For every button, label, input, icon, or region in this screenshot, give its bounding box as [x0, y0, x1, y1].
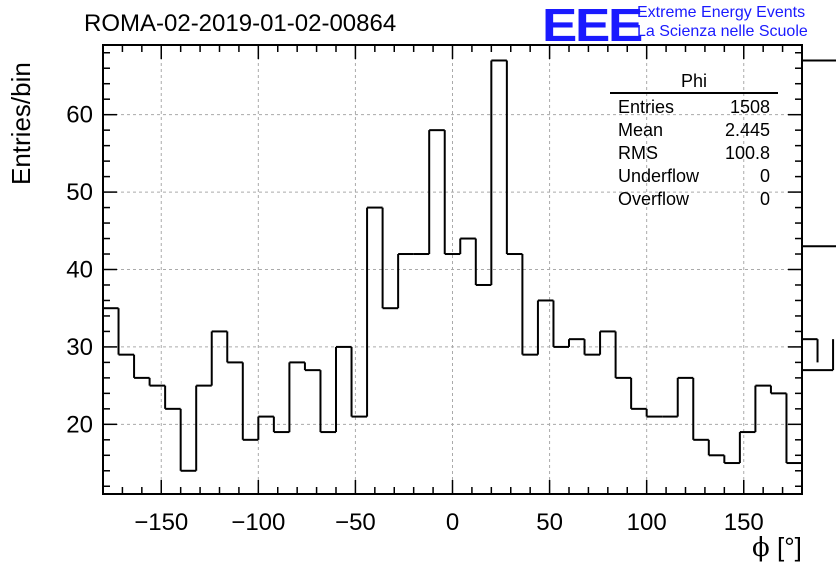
- histogram-bin: [366, 206, 383, 417]
- histogram-bin: [645, 408, 663, 418]
- histogram-bin: [303, 362, 321, 372]
- logo-caption-line2: La Scienza nelle Scuole: [637, 23, 808, 40]
- logo-caption-line1: Extreme Energy Events: [637, 4, 806, 21]
- grid-lines: [103, 45, 802, 494]
- histogram-bin: [474, 238, 492, 286]
- stats-label: Entries: [618, 97, 675, 117]
- x-tick-label: −150: [134, 509, 188, 536]
- histogram-bin: [505, 60, 523, 256]
- histogram-bin: [769, 385, 787, 395]
- histogram-bin: [536, 299, 554, 355]
- histogram-bin: [738, 431, 756, 464]
- x-axis-unit: [°]: [776, 532, 802, 562]
- stats-value: 2.445: [724, 120, 770, 140]
- histogram-bin: [319, 370, 336, 434]
- histogram-bin: [459, 237, 476, 255]
- histogram-bin: [195, 384, 212, 471]
- x-tick-label: 100: [627, 509, 667, 536]
- stats-row: Overflow 0: [612, 188, 770, 211]
- eee-logo: EEE: [542, 0, 643, 51]
- axes: [102, 44, 803, 495]
- histogram-bin: [102, 307, 119, 494]
- stats-label: Underflow: [618, 166, 700, 186]
- histogram-bin: [148, 377, 166, 387]
- histogram-bin: [723, 455, 740, 465]
- histogram-bin: [117, 308, 135, 356]
- y-axis-label: Entries/bin: [6, 62, 36, 185]
- stats-title: Phi: [680, 71, 707, 91]
- x-axis-symbol: ϕ: [752, 533, 770, 563]
- histogram-bin: [350, 346, 368, 418]
- stats-box: Phi Entries 1508 Mean 2.445 RMS 100.8 Un…: [610, 70, 778, 211]
- histogram-bin: [785, 393, 802, 465]
- histogram-bin: [802, 245, 836, 248]
- y-tick-label: 50: [66, 179, 93, 206]
- histogram-bin: [226, 331, 243, 364]
- x-tick-label: 0: [446, 509, 459, 536]
- x-tick-label: −100: [231, 509, 285, 536]
- histogram-bin: [802, 338, 819, 363]
- logo-caption: Extreme Energy Events La Scienza nelle S…: [637, 3, 808, 41]
- histogram-bin: [614, 331, 632, 379]
- stats-label: Mean: [618, 120, 664, 140]
- x-tick-label: 150: [724, 509, 764, 536]
- histogram-bin: [179, 408, 197, 472]
- histogram-bin: [568, 338, 585, 347]
- y-tick-label: 60: [66, 102, 93, 129]
- histogram-bin: [164, 385, 181, 410]
- stats-label: Overflow: [618, 189, 690, 209]
- histogram-bin: [397, 253, 414, 309]
- histogram-bin: [521, 254, 538, 356]
- tick-labels: −150 −100 −50 0 50 100 150 20 30 40 50 60: [66, 102, 763, 536]
- histogram-bin: [754, 384, 771, 433]
- histogram-bin: [630, 377, 647, 410]
- x-tick-label: −50: [335, 509, 376, 536]
- histogram-bin: [241, 362, 259, 441]
- stats-value: 0: [759, 189, 770, 209]
- stats-label: RMS: [618, 143, 658, 163]
- histogram-bin: [288, 361, 305, 433]
- y-tick-label: 40: [66, 257, 93, 284]
- y-tick-label: 20: [66, 411, 93, 438]
- histogram-bin: [335, 345, 352, 433]
- plot-title: ROMA-02-2019-01-02-00864: [84, 10, 397, 37]
- x-axis-label: ϕ [°]: [752, 532, 802, 563]
- histogram-bin: [381, 207, 399, 310]
- histogram-bin: [428, 129, 445, 255]
- stats-value: 100.8: [724, 143, 770, 163]
- stats-row: Underflow 0: [612, 165, 770, 188]
- histogram-bin: [599, 330, 616, 355]
- histogram-bin: [490, 59, 507, 285]
- histogram-bin: [802, 339, 835, 372]
- histogram-bin: [210, 330, 228, 386]
- stats-row: Entries 1508: [612, 96, 770, 119]
- histogram-bin: [676, 376, 694, 417]
- histogram-bin: [707, 439, 725, 457]
- histogram-bin: [802, 59, 836, 62]
- histogram-bin: [257, 415, 274, 440]
- stats-row: Mean 2.445: [612, 119, 770, 142]
- y-tick-label: 30: [66, 334, 93, 361]
- x-tick-label: 50: [536, 509, 563, 536]
- stats-value: 0: [759, 166, 770, 186]
- histogram-bin: [272, 416, 290, 434]
- histogram-bin: [552, 300, 569, 348]
- histogram-bin: [692, 377, 709, 441]
- histogram-bin: [133, 354, 150, 379]
- stats-divider: [610, 92, 778, 94]
- stats-row: RMS 100.8: [612, 142, 770, 165]
- histogram-bin: [583, 339, 601, 356]
- histogram-bin: [443, 130, 461, 256]
- stats-value: 1508: [729, 97, 770, 117]
